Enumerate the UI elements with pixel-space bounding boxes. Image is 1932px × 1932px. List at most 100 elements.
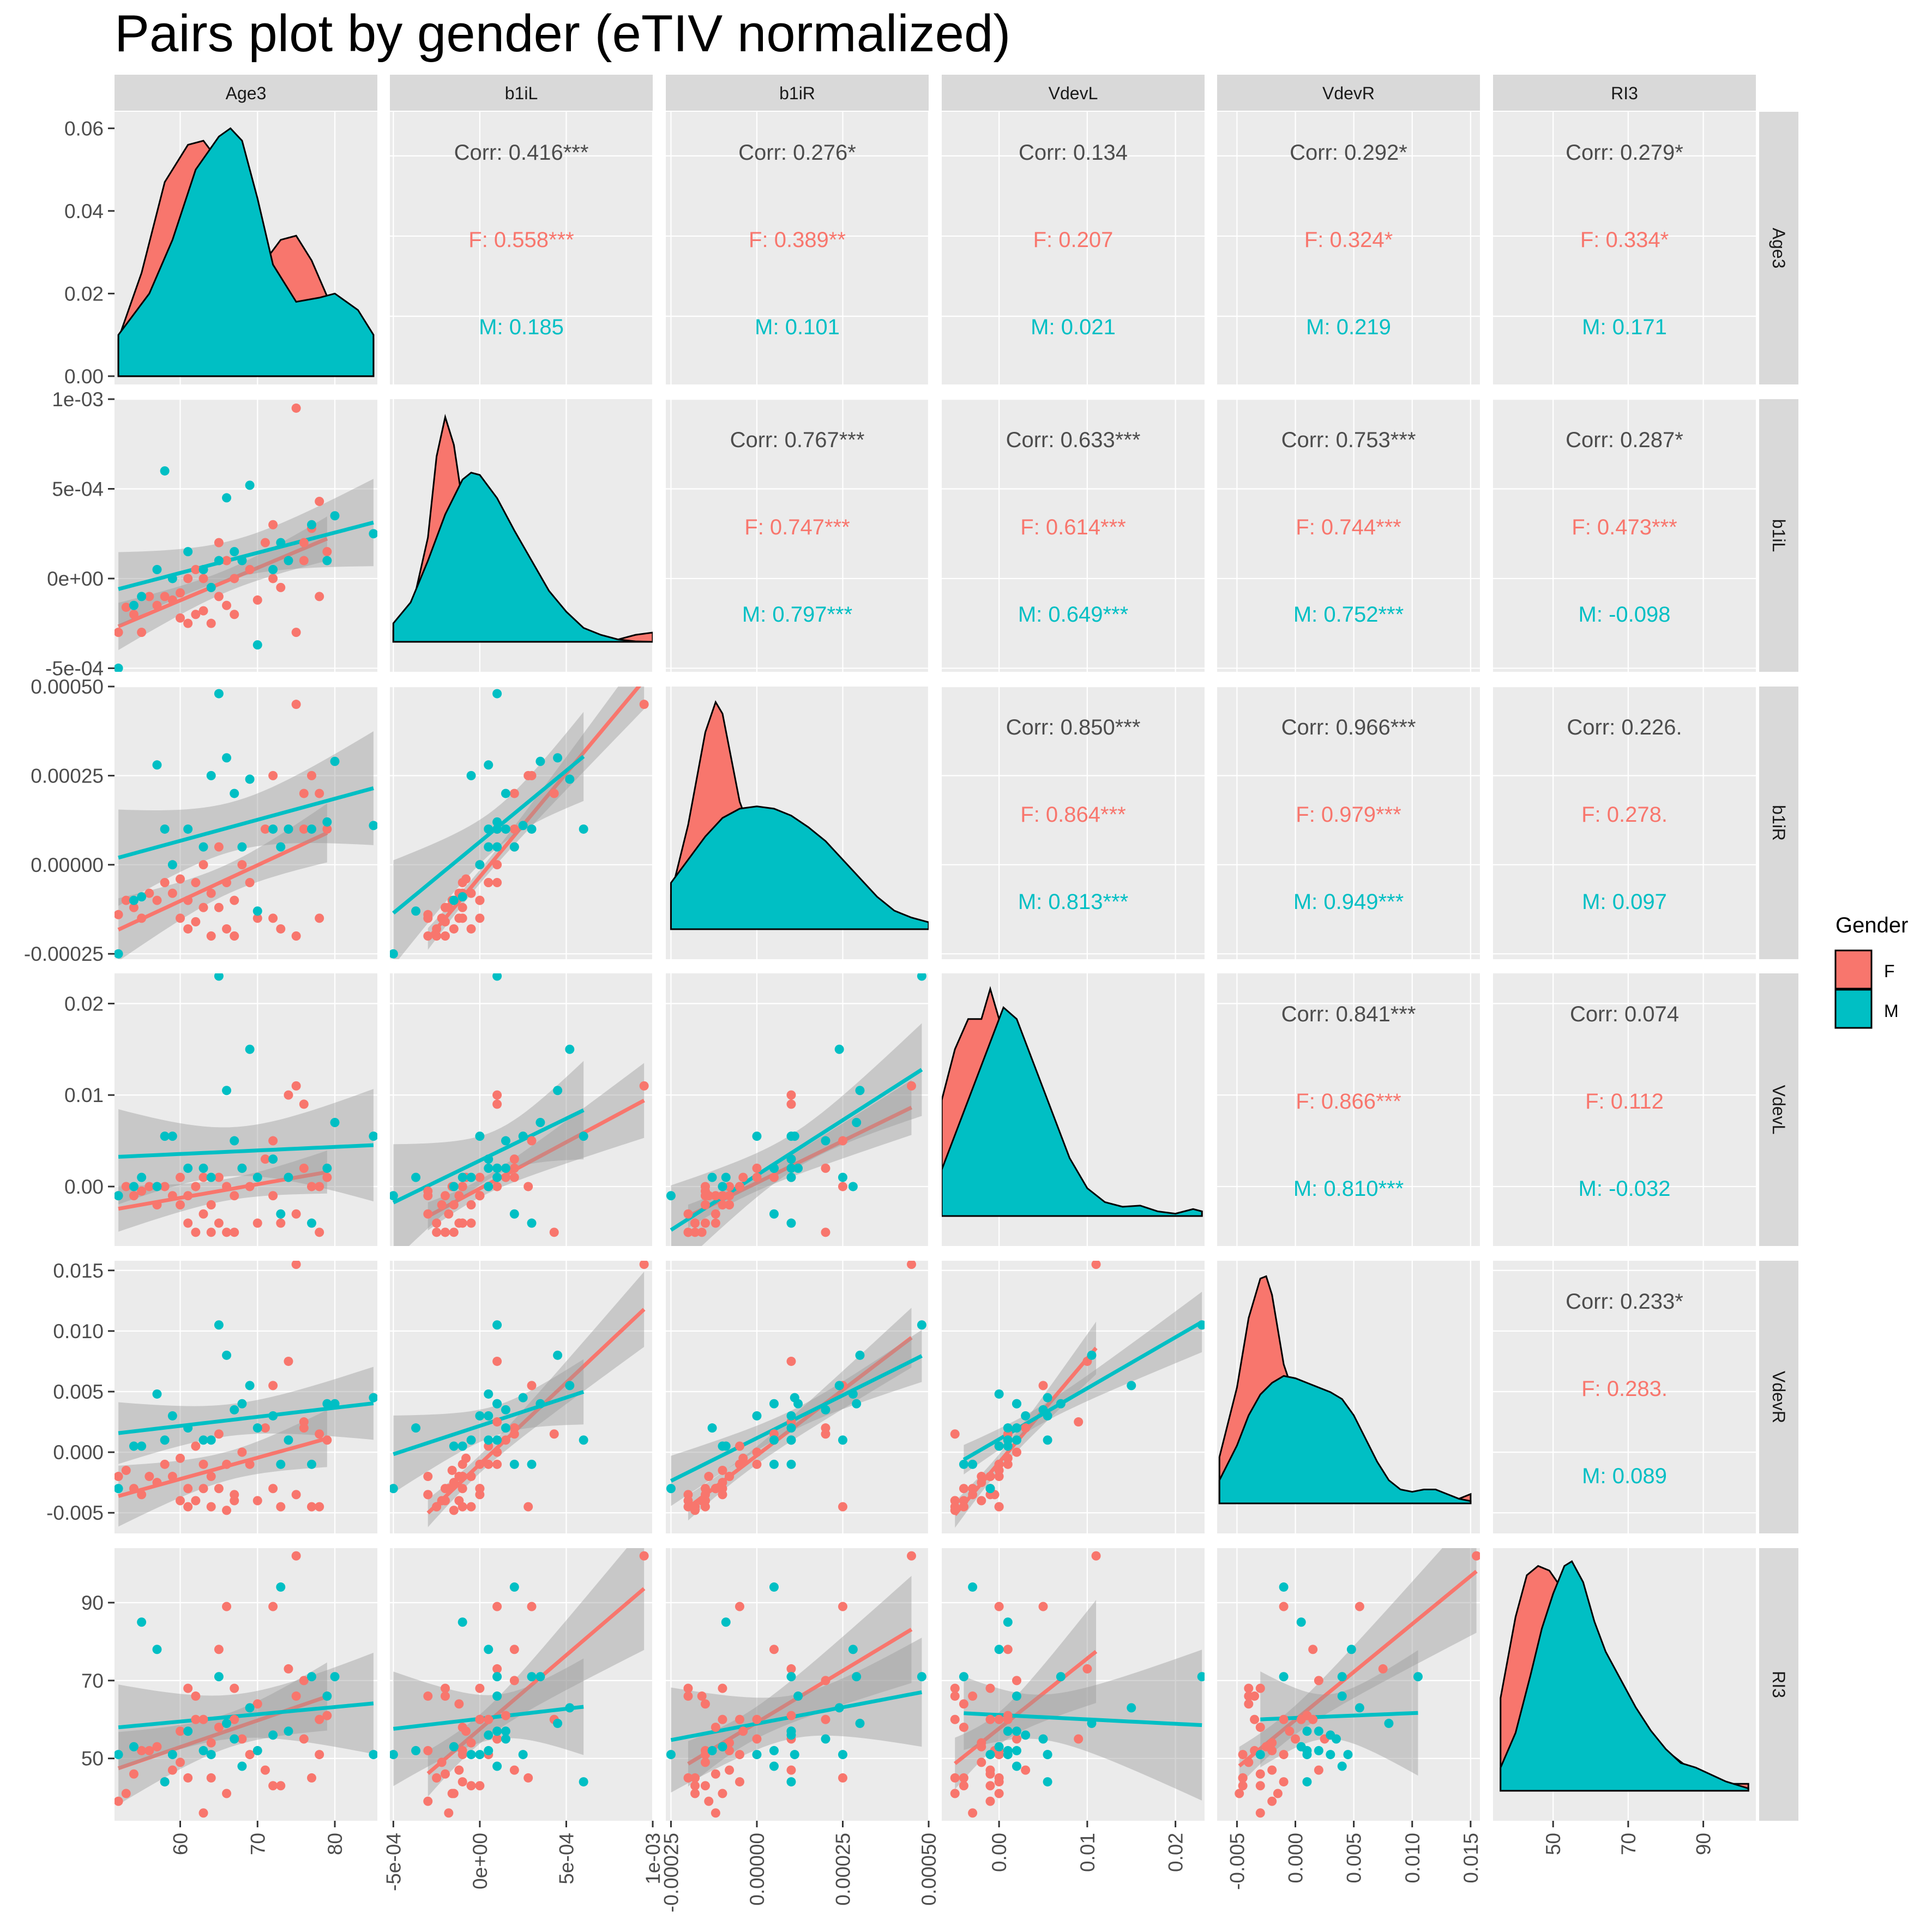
data-point-f	[977, 1472, 986, 1482]
regression-line-m	[962, 1320, 1203, 1461]
data-point-f	[291, 1490, 301, 1500]
scatter-layer	[115, 403, 377, 672]
data-point-m	[1003, 1617, 1013, 1627]
data-point-m	[466, 771, 476, 780]
scatter-layer	[666, 973, 926, 1246]
data-point-m	[137, 892, 147, 902]
corr-label-overall: Corr: 0.276*	[738, 141, 856, 165]
data-point-f	[432, 1218, 442, 1228]
data-point-f	[821, 1429, 830, 1439]
data-point-m	[769, 1746, 779, 1755]
data-point-m	[1346, 1645, 1356, 1654]
data-point-f	[1255, 1683, 1265, 1693]
data-point-m	[160, 1435, 170, 1445]
data-point-m	[167, 1411, 177, 1421]
corr-label-overall: Corr: 0.279*	[1566, 141, 1683, 165]
data-point-f	[458, 1777, 467, 1787]
y-tick-label: 0.00025	[31, 765, 104, 787]
corr-label-m: M: 0.810***	[1293, 1177, 1404, 1201]
panel-grid: Age3 b1iL b1iR VdevL VdevR RI3 Age3 b1iL b1iR Vde…	[115, 75, 1798, 1821]
data-point-f	[440, 1769, 450, 1779]
data-point-m	[276, 1209, 286, 1219]
x-axis-vdevl: 0.00 0.01 0.02	[988, 1821, 1187, 1872]
data-point-m	[268, 1730, 278, 1740]
data-point-f	[1074, 1417, 1084, 1427]
x-tick-label: 50	[1542, 1833, 1564, 1855]
corr-label-f: F: 0.207	[1033, 228, 1114, 252]
data-point-m	[183, 1163, 193, 1173]
corr-label-overall: Corr: 0.074	[1570, 1002, 1679, 1026]
legend-key-m[interactable]	[1834, 989, 1873, 1029]
data-point-m	[222, 1350, 232, 1360]
data-point-f	[959, 1484, 968, 1494]
data-point-m	[449, 1182, 459, 1191]
data-point-f	[950, 1429, 960, 1439]
data-point-f	[735, 1777, 744, 1787]
data-point-f	[523, 771, 533, 780]
data-point-f	[466, 1781, 476, 1791]
data-point-f	[198, 1172, 208, 1182]
data-point-m	[466, 1750, 476, 1760]
data-point-f	[697, 1227, 707, 1237]
data-point-m	[838, 1750, 847, 1760]
data-point-m	[518, 1393, 528, 1403]
regression-line-m	[118, 1143, 374, 1159]
data-point-m	[834, 1381, 844, 1391]
data-point-f	[176, 1496, 185, 1506]
data-point-f	[191, 1441, 201, 1451]
data-point-f	[191, 1496, 201, 1506]
data-point-f	[444, 902, 454, 912]
data-point-m	[509, 1459, 519, 1469]
data-point-f	[1038, 1381, 1048, 1391]
data-point-f	[639, 1081, 649, 1091]
x-tick-label: 70	[246, 1833, 269, 1855]
data-point-f	[725, 1765, 735, 1775]
data-point-f	[449, 1227, 459, 1237]
data-point-m	[183, 1423, 193, 1433]
legend-key-f[interactable]	[1834, 949, 1873, 990]
data-point-m	[115, 1191, 123, 1201]
data-point-m	[322, 817, 332, 827]
scatter-layer	[1235, 1548, 1480, 1818]
data-point-m	[183, 547, 193, 557]
data-point-f	[121, 895, 131, 905]
data-point-m	[718, 1182, 727, 1191]
corr-label-m: M: 0.089	[1582, 1464, 1667, 1488]
data-point-f	[683, 1691, 693, 1701]
y-tick-label: 0.010	[53, 1320, 104, 1343]
data-point-f	[440, 1496, 450, 1506]
data-point-m	[579, 1777, 588, 1787]
panel-age3-age3	[115, 112, 377, 384]
data-point-f	[838, 1773, 847, 1783]
data-point-f	[968, 1691, 978, 1701]
data-point-m	[1279, 1672, 1289, 1682]
data-point-m	[237, 556, 247, 565]
data-point-f	[690, 1218, 700, 1228]
data-point-m	[769, 1163, 779, 1173]
data-point-m	[390, 1750, 398, 1760]
confidence-band-m	[118, 1652, 374, 1771]
data-point-f	[752, 1459, 762, 1469]
corr-label-overall: Corr: 0.134	[1019, 141, 1128, 165]
data-point-f	[484, 1459, 493, 1469]
data-point-f	[1091, 1551, 1101, 1561]
data-point-f	[735, 1182, 744, 1191]
data-point-f	[959, 1699, 968, 1709]
data-point-m	[834, 1703, 844, 1713]
data-point-m	[527, 824, 537, 834]
data-point-m	[411, 1423, 421, 1433]
data-point-m	[1302, 1777, 1312, 1787]
data-point-f	[1285, 1726, 1295, 1736]
scatter-layer	[115, 973, 377, 1237]
data-point-f	[752, 1163, 762, 1173]
panel-background	[1493, 1261, 1756, 1533]
data-point-f	[268, 1381, 278, 1391]
data-point-m	[1255, 1750, 1265, 1760]
data-point-f	[121, 1789, 131, 1798]
corr-label-overall: Corr: 0.416***	[454, 141, 589, 165]
data-point-m	[821, 1136, 830, 1146]
data-point-f	[315, 497, 324, 506]
panel-background	[390, 112, 653, 384]
data-point-f	[432, 1773, 442, 1783]
data-point-f	[440, 917, 450, 926]
